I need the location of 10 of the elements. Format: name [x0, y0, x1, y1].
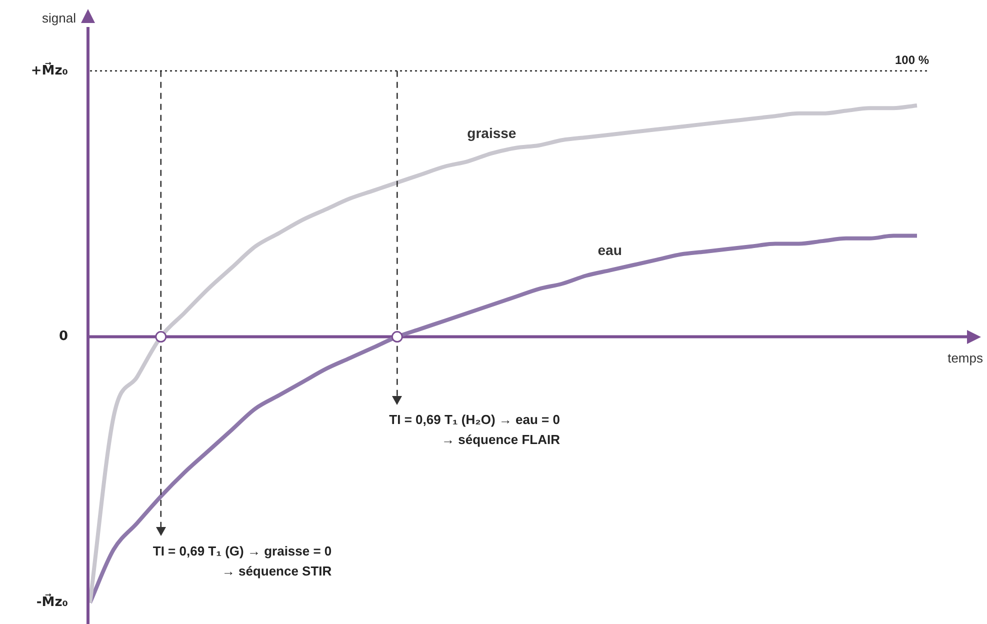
text: -M⃗z₀: [36, 594, 68, 610]
ref-line-label: 100 %: [894, 53, 930, 68]
text: signal: [42, 10, 76, 26]
series-label: graisse: [467, 125, 516, 142]
text: +M⃗z₀: [30, 62, 68, 78]
series-label: eau: [598, 242, 622, 258]
x-axis-title: temps: [948, 350, 984, 366]
annotation: TI = 0,69 T₁ (G) → graisse = 0 → séquence STIR: [152, 543, 332, 578]
text: 0: [58, 329, 68, 344]
annotation: TI = 0,69 T₁ (H₂O) → eau = 0 → séquence FLAIR: [389, 412, 561, 448]
